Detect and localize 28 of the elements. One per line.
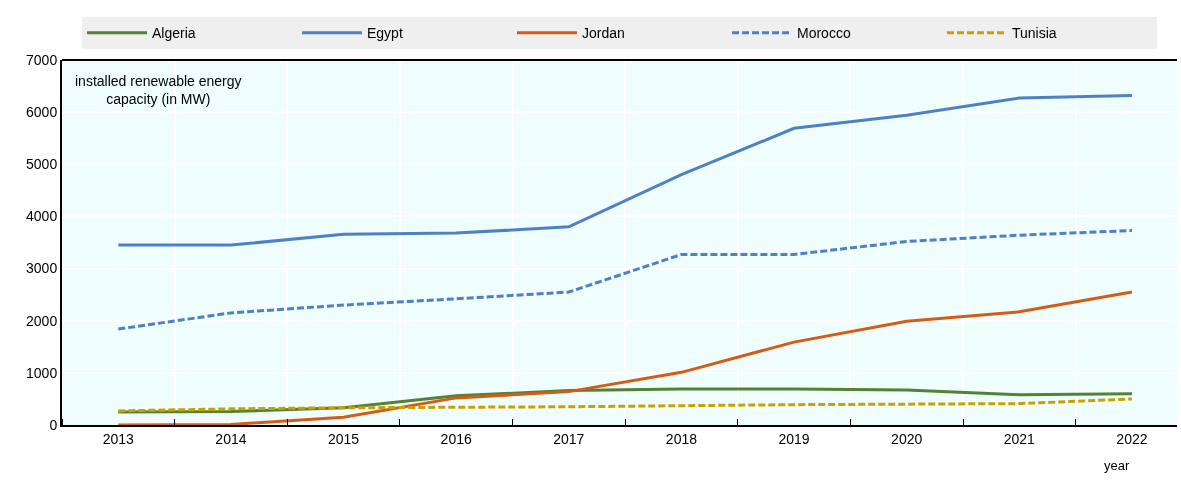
y-axis-title: installed renewable energy capacity (in MW)	[75, 73, 242, 108]
x-tick-label: 2017	[553, 430, 585, 447]
y-tick-label: 1000	[26, 364, 58, 381]
x-tick-label: 2020	[891, 430, 923, 447]
x-tick-label: 2015	[327, 430, 360, 447]
line-series	[116, 397, 1134, 413]
y-tick-label: 5000	[26, 156, 58, 173]
line-series	[116, 229, 1134, 331]
x-tick-label: 2014	[215, 430, 247, 447]
x-tick-label: 2022	[1116, 430, 1148, 447]
x-tick-label: 2019	[778, 430, 810, 447]
line-series	[116, 290, 1134, 425]
y-tick-label: 3000	[26, 260, 58, 277]
x-tick-label: 2013	[102, 430, 135, 447]
legend-label: Tunisia	[1012, 25, 1057, 42]
legend-label: Jordan	[582, 25, 625, 42]
legend-label: Morocco	[797, 25, 851, 42]
y-tick-label: 4000	[26, 208, 58, 225]
x-tick-label: 2016	[440, 430, 472, 447]
x-tick-label: 2021	[1003, 430, 1036, 447]
legend-label: Algeria	[152, 25, 196, 42]
y-tick-label: 2000	[26, 312, 58, 329]
x-tick-label: 2018	[665, 430, 698, 447]
y-tick-label: 7000	[26, 51, 58, 68]
x-axis-title: year	[1104, 458, 1130, 473]
y-tick-label: 6000	[26, 104, 58, 121]
y-tick-label: 0	[49, 416, 58, 433]
legend-label: Egypt	[367, 25, 403, 42]
